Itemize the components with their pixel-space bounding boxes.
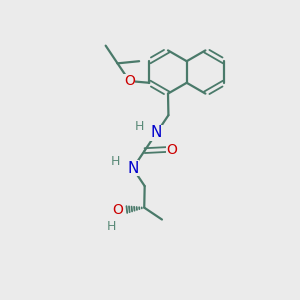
Text: H: H <box>135 120 144 133</box>
Text: O: O <box>124 74 135 88</box>
Text: O: O <box>166 142 177 157</box>
Text: H: H <box>107 220 116 232</box>
Text: N: N <box>151 125 162 140</box>
Text: N: N <box>127 161 139 176</box>
Text: O: O <box>112 203 123 217</box>
Text: H: H <box>111 155 120 168</box>
